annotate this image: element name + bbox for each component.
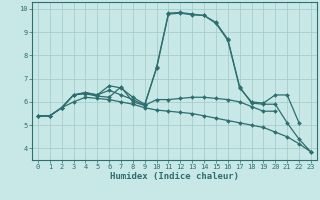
X-axis label: Humidex (Indice chaleur): Humidex (Indice chaleur) (110, 172, 239, 181)
